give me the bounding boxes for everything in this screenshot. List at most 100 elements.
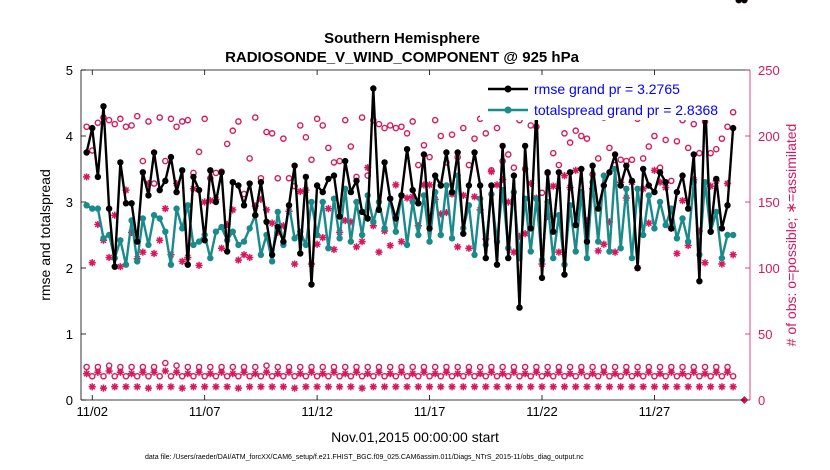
totalspread-point bbox=[533, 195, 540, 202]
obs-assimilated-marker bbox=[617, 383, 625, 391]
obs-assimilated-marker bbox=[577, 368, 585, 376]
obs-assimilated-marker bbox=[291, 260, 299, 268]
rmse-point bbox=[713, 175, 720, 183]
obs-assimilated-marker bbox=[285, 368, 293, 376]
obs-assimilated-marker bbox=[364, 164, 372, 172]
totalspread-point bbox=[634, 185, 641, 192]
rmse-point bbox=[437, 182, 444, 189]
obs-assimilated-marker bbox=[566, 370, 574, 378]
obs-assimilated-marker bbox=[392, 181, 400, 189]
obs-assimilated-marker bbox=[690, 368, 698, 376]
obs-possible-marker bbox=[319, 122, 327, 129]
rmse-point bbox=[128, 200, 135, 207]
x-tick-label: 11/22 bbox=[526, 404, 558, 419]
obs-possible-marker bbox=[521, 363, 529, 371]
obs-possible-marker bbox=[611, 363, 619, 371]
obs-assimilated-marker bbox=[555, 248, 563, 256]
rmse-point bbox=[353, 177, 360, 185]
obs-assimilated-marker bbox=[319, 370, 327, 378]
obs-assimilated-marker bbox=[409, 193, 417, 201]
rmse-point bbox=[465, 182, 473, 189]
totalspread-point bbox=[443, 182, 450, 189]
y-right-tick-label: 100 bbox=[758, 261, 780, 276]
totalspread-point bbox=[617, 245, 624, 252]
totalspread-point bbox=[713, 208, 720, 216]
legend-spread-label: totalspread grand pr = 2.8368 bbox=[534, 102, 718, 118]
obs-assimilated-marker bbox=[330, 245, 338, 254]
obs-assimilated-marker bbox=[324, 205, 332, 213]
rmse-point bbox=[150, 149, 158, 156]
obs-assimilated-marker bbox=[195, 261, 203, 269]
obs-possible-marker bbox=[133, 372, 141, 380]
obs-possible-marker bbox=[724, 123, 731, 131]
obs-assimilated-marker bbox=[538, 383, 546, 391]
rmse-point bbox=[409, 186, 416, 194]
obs-possible-marker bbox=[274, 174, 282, 182]
obs-assimilated-marker bbox=[369, 383, 377, 391]
rmse-point bbox=[240, 202, 248, 209]
obs-possible-marker bbox=[628, 372, 636, 380]
obs-assimilated-marker bbox=[431, 370, 439, 378]
obs-assimilated-marker bbox=[420, 181, 428, 189]
obs-possible-marker bbox=[162, 359, 169, 367]
obs-possible-marker bbox=[679, 363, 686, 371]
obs-assimilated-marker bbox=[470, 383, 479, 391]
obs-possible-marker bbox=[566, 139, 574, 146]
totalspread-point bbox=[207, 254, 214, 262]
obs-assimilated-marker bbox=[527, 383, 535, 391]
obs-possible-marker bbox=[386, 122, 394, 129]
rmse-point bbox=[482, 254, 489, 262]
obs-assimilated-marker bbox=[358, 384, 366, 392]
obs-assimilated-marker bbox=[695, 227, 704, 235]
obs-assimilated-marker bbox=[684, 241, 692, 250]
obs-possible-marker bbox=[583, 135, 591, 142]
obs-assimilated-marker bbox=[645, 219, 653, 227]
totalspread-point bbox=[606, 248, 613, 255]
obs-possible-marker bbox=[111, 372, 119, 380]
rmse-point bbox=[628, 177, 636, 185]
obs-possible-marker bbox=[667, 177, 675, 185]
rmse-point bbox=[684, 205, 692, 212]
obs-possible-marker bbox=[341, 116, 349, 124]
obs-assimilated-marker bbox=[583, 383, 591, 391]
obs-possible-marker bbox=[544, 363, 551, 371]
obs-assimilated-marker bbox=[296, 370, 304, 378]
obs-possible-marker bbox=[375, 120, 383, 128]
obs-possible-marker bbox=[471, 135, 478, 142]
obs-possible-marker bbox=[482, 372, 490, 380]
totalspread-point bbox=[330, 195, 338, 202]
obs-assimilated-marker bbox=[195, 368, 203, 376]
obs-possible-marker bbox=[459, 124, 467, 132]
rmse-point bbox=[623, 162, 630, 169]
obs-assimilated-marker bbox=[493, 383, 501, 391]
obs-possible-marker bbox=[493, 124, 501, 132]
obs-possible-marker bbox=[173, 123, 180, 131]
axes: 11/02 11/07 11/12 11/17 11/22 11/270123450501… bbox=[66, 63, 780, 419]
rmse-point bbox=[83, 149, 90, 156]
y-right-tick-label: 0 bbox=[758, 393, 765, 408]
rmse-point bbox=[617, 182, 624, 189]
obs-possible-marker bbox=[167, 372, 175, 380]
totalspread-point bbox=[724, 231, 731, 239]
obs-assimilated-marker bbox=[420, 368, 428, 376]
obs-possible-marker bbox=[302, 134, 310, 141]
obs-possible-marker bbox=[190, 372, 197, 380]
obs-assimilated-marker bbox=[178, 384, 186, 392]
obs-assimilated-marker bbox=[217, 368, 226, 376]
obs-possible-marker bbox=[673, 372, 681, 380]
rmse-point bbox=[476, 182, 484, 189]
obs-assimilated-marker bbox=[403, 194, 411, 202]
obs-assimilated-marker bbox=[723, 368, 732, 376]
y-axis-label-left: rmse and totalspread bbox=[37, 169, 53, 301]
obs-assimilated-marker bbox=[656, 178, 664, 186]
obs-possible-marker bbox=[150, 180, 158, 187]
rmse-point bbox=[100, 103, 107, 110]
obs-assimilated-marker bbox=[251, 202, 259, 210]
obs-possible-marker bbox=[212, 372, 220, 380]
totalspread-point bbox=[448, 235, 456, 242]
obs-possible-marker bbox=[156, 114, 164, 121]
obs-assimilated-marker bbox=[397, 368, 406, 376]
obs-assimilated-marker bbox=[375, 248, 383, 256]
obs-assimilated-marker bbox=[341, 370, 349, 378]
obs-assimilated-marker bbox=[437, 383, 445, 391]
